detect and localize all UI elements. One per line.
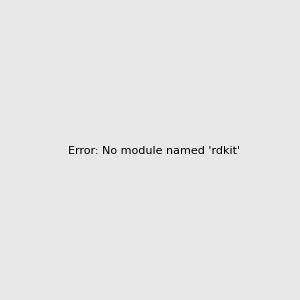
Text: Error: No module named 'rdkit': Error: No module named 'rdkit' — [68, 146, 240, 157]
